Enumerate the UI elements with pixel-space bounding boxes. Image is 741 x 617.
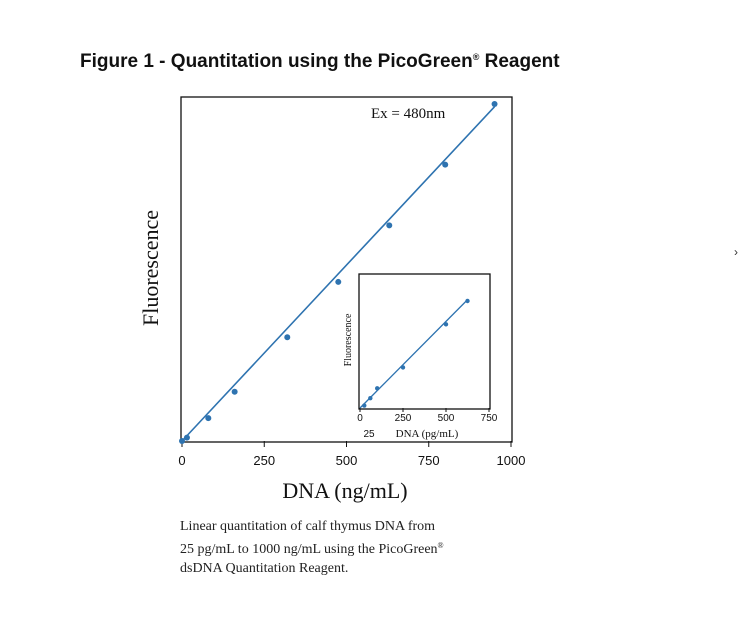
main-x-ticks: 0 250 500 750 1000: [178, 441, 525, 468]
main-data-point: [179, 438, 185, 444]
main-fit-line: [181, 106, 496, 442]
main-data-point: [205, 415, 212, 422]
main-tick-label-0: 0: [178, 453, 185, 468]
inset-x-axis-label: DNA (pg/mL): [396, 428, 459, 440]
inset-data-points: [362, 298, 470, 408]
edge-glyph: ›: [734, 245, 738, 259]
inset-y-axis-label: Fluorescence: [343, 313, 354, 366]
inset-data-point: [465, 298, 470, 304]
figure-caption: Linear quantitation of calf thymus DNA f…: [180, 517, 560, 578]
main-tick-label-1000: 1000: [497, 453, 526, 468]
caption-line-2-text: 25 pg/mL to 1000 ng/mL using the PicoGre…: [180, 542, 438, 557]
main-data-point: [491, 101, 498, 107]
figure-title-end: Reagent: [479, 51, 560, 72]
main-data-point: [442, 161, 449, 168]
main-x-axis-label: DNA (ng/mL): [282, 478, 407, 503]
inset-x-ticks: 0 250 500 750: [357, 408, 498, 424]
main-tick-label-750: 750: [418, 453, 440, 468]
main-data-point: [386, 222, 393, 229]
inset-data-point: [368, 395, 373, 401]
inset-plot-frame: [358, 273, 491, 410]
main-tick-label-500: 500: [336, 453, 358, 468]
figure-title-text: Figure 1 - Quantitation using the PicoGr…: [80, 51, 473, 72]
inset-tick-label-750: 750: [481, 413, 498, 424]
caption-line-1: Linear quantitation of calf thymus DNA f…: [180, 519, 436, 534]
inset-tick-label-500: 500: [438, 413, 455, 424]
main-data-points: [179, 101, 498, 444]
inset-tick-label-25: 25: [363, 429, 375, 440]
inset-tick-label-250: 250: [395, 413, 412, 424]
registered-mark: ®: [472, 52, 480, 62]
main-tick-label-250: 250: [253, 453, 275, 468]
inset-data-point: [375, 386, 380, 391]
main-data-point: [231, 388, 238, 395]
inset-data-point: [362, 403, 367, 408]
caption-registered-mark: ®: [437, 541, 444, 550]
main-data-point: [183, 434, 190, 441]
main-y-axis-label: Fluorescence: [138, 210, 163, 326]
main-data-point: [284, 334, 291, 341]
main-data-point: [335, 278, 342, 285]
caption-line-3: dsDNA Quantitation Reagent.: [180, 561, 349, 576]
caption-line-2: 25 pg/mL to 1000 ng/mL using the PicoGre…: [180, 536, 560, 559]
figure-title: Figure 1 - Quantitation using the PicoGr…: [80, 51, 560, 73]
inset-tick-label-0: 0: [357, 413, 363, 424]
inset-data-point: [400, 365, 406, 370]
excitation-annotation: Ex = 480nm: [371, 106, 446, 122]
inset-data-point: [443, 322, 449, 327]
